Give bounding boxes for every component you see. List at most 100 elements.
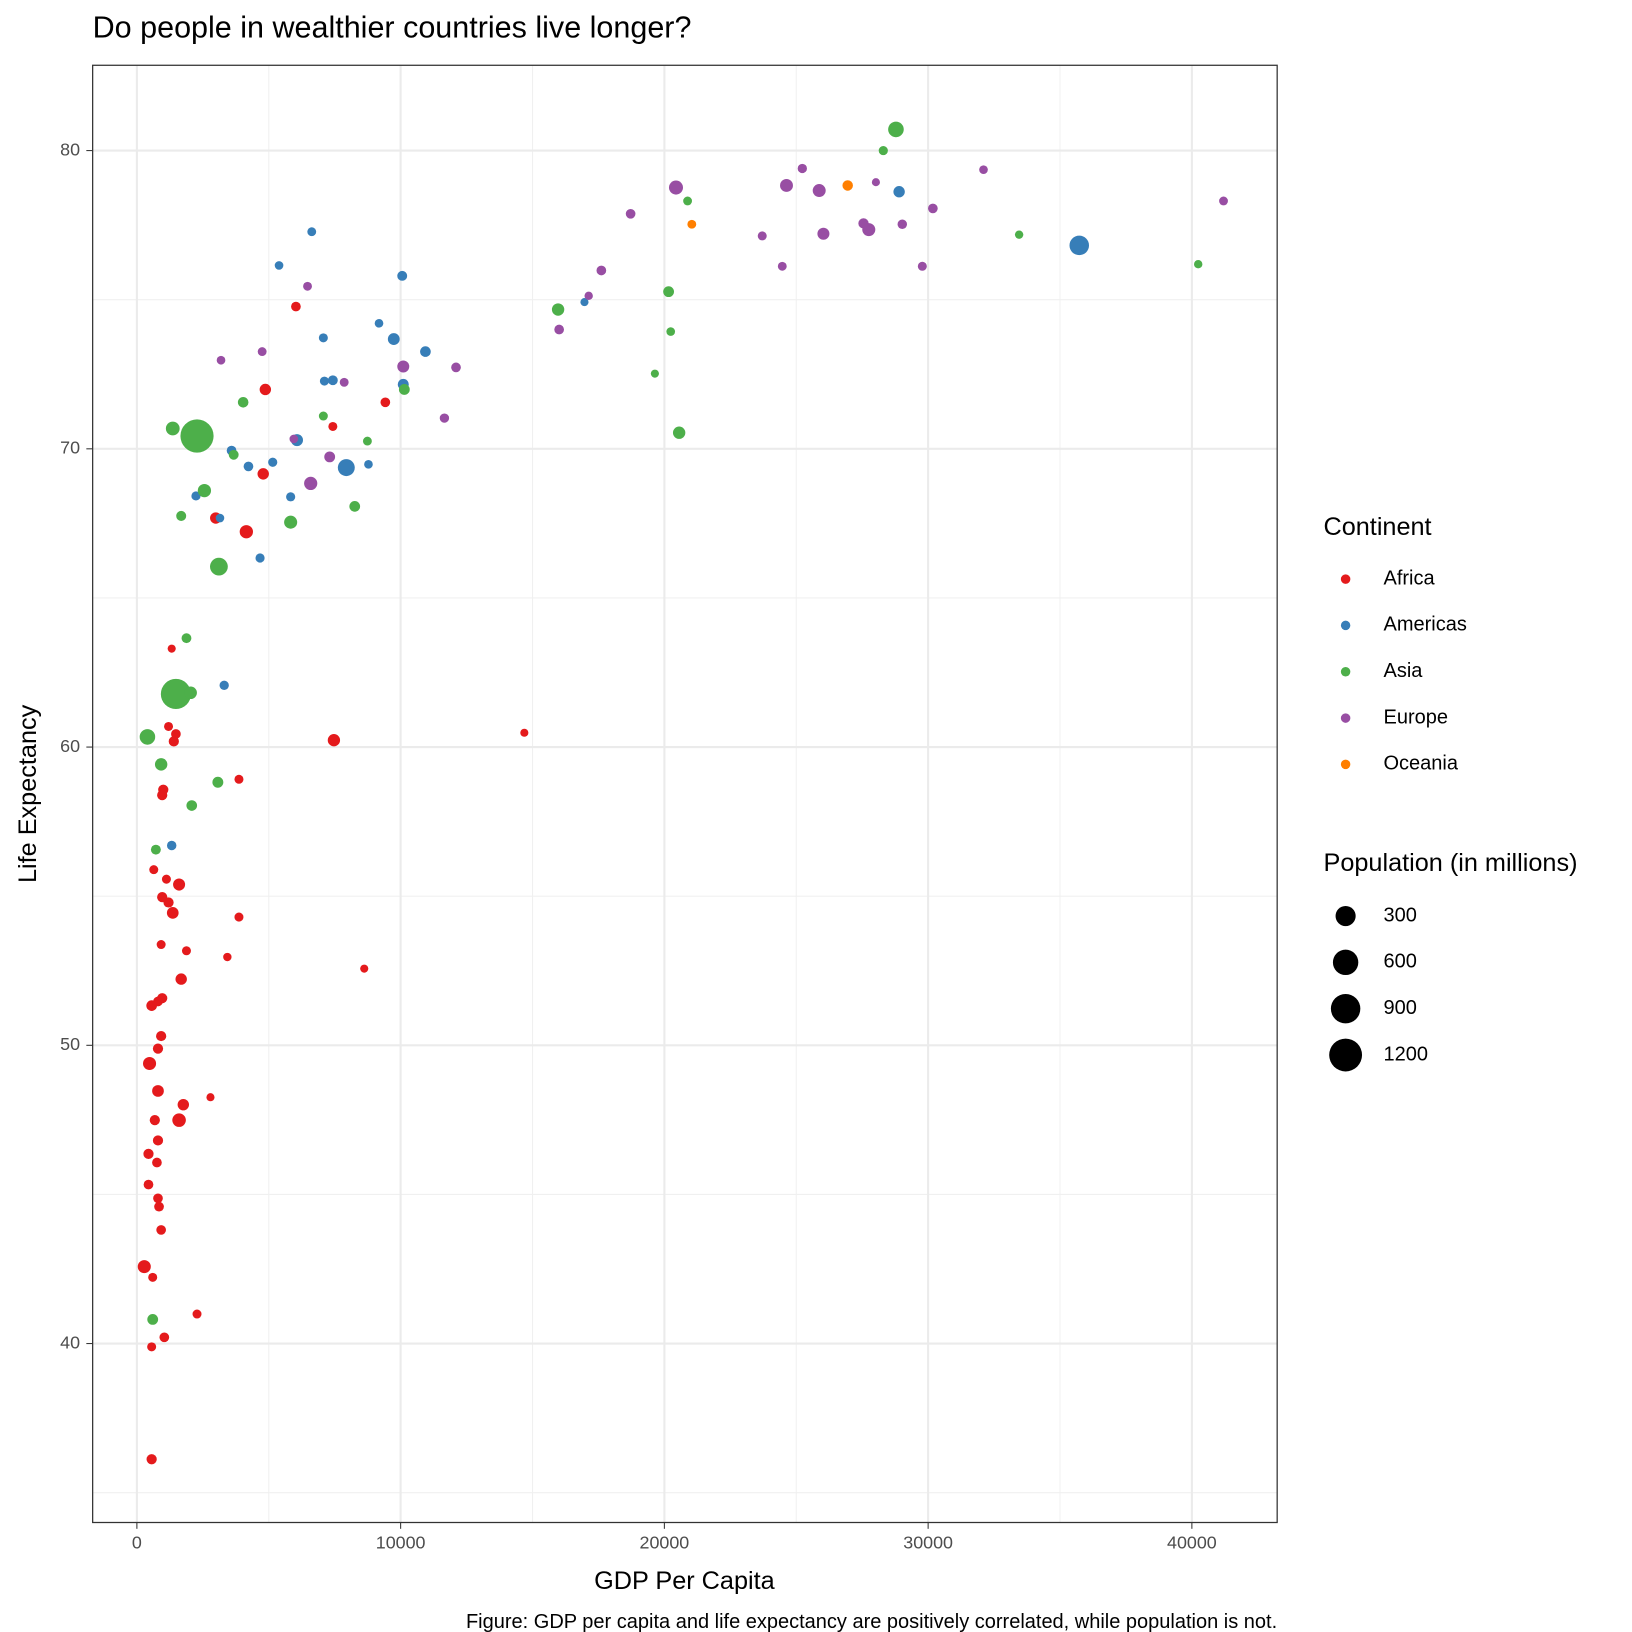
point bbox=[139, 729, 156, 745]
point bbox=[164, 721, 174, 731]
point bbox=[303, 281, 312, 291]
point bbox=[181, 633, 192, 644]
point bbox=[166, 907, 179, 919]
point bbox=[812, 184, 826, 198]
size-legend-swatch bbox=[1329, 1038, 1363, 1072]
point bbox=[234, 774, 244, 784]
legend-swatch bbox=[1340, 667, 1351, 677]
point bbox=[143, 1056, 157, 1071]
x-tick-label: 10000 bbox=[376, 1532, 426, 1552]
point bbox=[364, 460, 373, 469]
point bbox=[243, 461, 254, 472]
point bbox=[551, 303, 565, 316]
x-tick-label: 20000 bbox=[640, 1532, 690, 1552]
point bbox=[223, 952, 232, 962]
point bbox=[1194, 260, 1203, 269]
point bbox=[318, 333, 328, 343]
point bbox=[349, 501, 361, 512]
point bbox=[398, 384, 410, 395]
point bbox=[327, 375, 338, 386]
point bbox=[893, 186, 905, 198]
point bbox=[324, 451, 336, 463]
legend-title: Continent bbox=[1323, 513, 1431, 541]
point bbox=[160, 678, 191, 710]
y-tick-label: 50 bbox=[60, 1034, 80, 1054]
point bbox=[259, 383, 272, 396]
point bbox=[289, 434, 299, 444]
point bbox=[780, 179, 793, 192]
point bbox=[339, 377, 349, 387]
point bbox=[862, 223, 876, 237]
y-axis-label: Life Expectancy bbox=[14, 704, 42, 883]
x-tick-label: 0 bbox=[132, 1532, 142, 1552]
plot-border bbox=[92, 64, 1278, 1524]
point bbox=[683, 196, 693, 206]
point bbox=[184, 686, 197, 700]
point bbox=[154, 1201, 164, 1212]
point bbox=[420, 346, 431, 357]
point bbox=[219, 680, 229, 690]
legend-label: Americas bbox=[1384, 614, 1467, 636]
point bbox=[337, 459, 355, 477]
point bbox=[191, 491, 201, 501]
point bbox=[878, 145, 888, 156]
point bbox=[257, 468, 269, 480]
point bbox=[212, 776, 224, 788]
point bbox=[234, 912, 244, 922]
legend-swatch bbox=[1340, 759, 1351, 770]
point bbox=[520, 728, 529, 737]
point bbox=[387, 333, 400, 345]
point bbox=[156, 939, 166, 950]
y-tick-label: 60 bbox=[60, 736, 80, 756]
point bbox=[210, 557, 228, 576]
size-legend-title: Population (in millions) bbox=[1323, 849, 1577, 877]
point bbox=[186, 800, 198, 811]
point bbox=[318, 411, 328, 421]
point bbox=[148, 1272, 158, 1282]
point bbox=[380, 397, 391, 408]
point bbox=[439, 413, 450, 423]
point bbox=[319, 376, 329, 386]
point bbox=[268, 457, 278, 467]
point bbox=[304, 476, 318, 491]
point bbox=[192, 1309, 202, 1319]
point bbox=[161, 874, 171, 884]
point bbox=[175, 973, 187, 985]
point bbox=[146, 1454, 157, 1465]
point bbox=[255, 553, 265, 563]
point bbox=[374, 318, 384, 328]
point bbox=[176, 510, 187, 521]
size-legend-swatch bbox=[1335, 905, 1356, 927]
point bbox=[149, 865, 159, 875]
point bbox=[1219, 196, 1228, 206]
point bbox=[307, 227, 317, 237]
point bbox=[842, 180, 853, 191]
point bbox=[163, 897, 174, 908]
point bbox=[917, 261, 927, 271]
point bbox=[168, 736, 179, 747]
point bbox=[239, 525, 253, 539]
point bbox=[584, 291, 593, 301]
point bbox=[291, 301, 301, 312]
point bbox=[159, 1332, 170, 1343]
y-tick-label: 70 bbox=[60, 438, 80, 458]
point bbox=[663, 286, 675, 298]
point bbox=[257, 347, 267, 357]
point bbox=[143, 1179, 154, 1190]
size-legend-label: 300 bbox=[1384, 904, 1417, 926]
point bbox=[1014, 230, 1024, 239]
chart-title: Do people in wealthier countries live lo… bbox=[93, 11, 692, 45]
point bbox=[777, 261, 787, 271]
point bbox=[554, 324, 564, 335]
point bbox=[166, 840, 177, 851]
point bbox=[180, 419, 214, 453]
y-tick-label: 40 bbox=[60, 1332, 80, 1352]
point bbox=[167, 644, 176, 653]
legend-label: Africa bbox=[1384, 567, 1436, 589]
point bbox=[173, 878, 186, 891]
point bbox=[757, 231, 767, 241]
size-legend-swatch bbox=[1330, 993, 1361, 1024]
size-legend-label: 1200 bbox=[1384, 1043, 1428, 1065]
point bbox=[328, 421, 338, 431]
